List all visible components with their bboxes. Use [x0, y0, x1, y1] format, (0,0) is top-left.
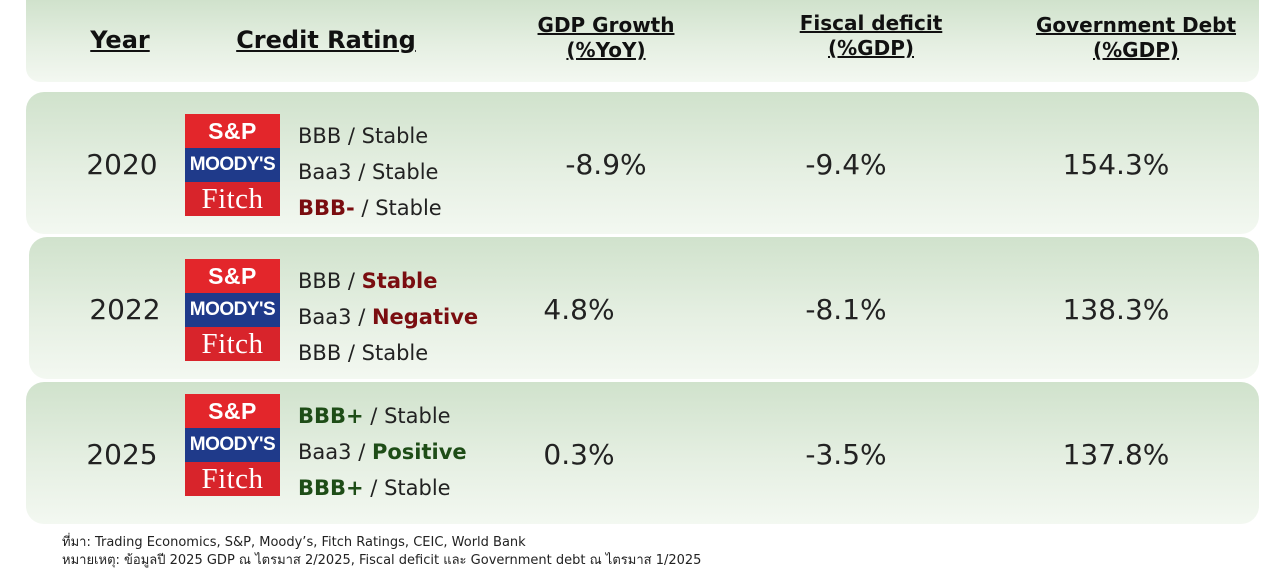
rating-separator: /: [354, 196, 376, 220]
government-debt-value: 154.3%: [1062, 148, 1170, 181]
rating-agency-logos: S&P MOODY'S Fitch: [185, 394, 280, 496]
moodys-logo: MOODY'S: [185, 428, 280, 462]
rating-separator: /: [341, 341, 362, 365]
fiscal-deficit-value: -8.1%: [805, 293, 887, 326]
fitch-logo: Fitch: [185, 182, 280, 216]
gdp-growth-value: 4.8%: [543, 293, 615, 326]
sp-logo: S&P: [185, 259, 280, 293]
fitch-logo: Fitch: [185, 327, 280, 361]
rating-grade: Baa3: [298, 160, 352, 184]
rating-outlook: Stable: [384, 476, 451, 500]
header-fiscal-line1: Fiscal deficit: [799, 11, 943, 35]
rating-separator: /: [351, 440, 372, 464]
header-debt-line1: Government Debt: [1035, 13, 1237, 37]
rating-separator: /: [351, 305, 372, 329]
header-fiscal-line2: (%GDP): [828, 36, 914, 60]
rating-outlook: Positive: [371, 440, 467, 464]
rating-outlook: Stable: [361, 124, 429, 148]
table-header: Year Credit Rating GDP Growth (%YoY) Fis…: [26, 0, 1259, 82]
moodys-logo: MOODY'S: [185, 293, 280, 327]
rating-grade: BBB: [298, 124, 342, 148]
government-debt-value: 138.3%: [1062, 293, 1170, 326]
fitch-rating: BBB+ / Stable: [298, 474, 467, 510]
header-debt-line2: (%GDP): [1093, 38, 1179, 62]
footnotes: ที่มา: Trading Economics, S&P, Moody’s, …: [62, 534, 701, 570]
government-debt-value: 137.8%: [1062, 438, 1170, 471]
row-year: 2020: [86, 148, 158, 181]
rating-separator: /: [351, 160, 372, 184]
moodys-rating: Baa3 / Positive: [298, 438, 467, 474]
moodys-rating: Baa3 / Negative: [298, 303, 478, 339]
header-fiscal-deficit: Fiscal deficit (%GDP): [766, 11, 976, 61]
ratings-list: BBB+ / Stable Baa3 / Positive BBB+ / Sta…: [298, 402, 467, 510]
ratings-list: BBB / Stable Baa3 / Negative BBB / Stabl…: [298, 267, 478, 375]
rating-separator: /: [341, 124, 362, 148]
fiscal-deficit-value: -3.5%: [805, 438, 887, 471]
sp-rating: BBB / Stable: [298, 267, 478, 303]
header-gdp-line2: (%YoY): [566, 38, 646, 62]
table-row: 2025 S&P MOODY'S Fitch BBB+ / Stable Baa…: [26, 382, 1259, 524]
rating-grade: Baa3: [298, 305, 352, 329]
sp-rating: BBB / Stable: [298, 122, 442, 158]
rating-separator: /: [341, 269, 362, 293]
row-year: 2022: [89, 293, 161, 326]
moodys-logo: MOODY'S: [185, 148, 280, 182]
gdp-growth-value: -8.9%: [565, 148, 647, 181]
rating-outlook: Stable: [361, 269, 438, 293]
rating-agency-logos: S&P MOODY'S Fitch: [185, 259, 280, 361]
rating-grade: BBB-: [298, 196, 355, 220]
rating-grade: Baa3: [298, 440, 352, 464]
moodys-rating: Baa3 / Stable: [298, 158, 442, 194]
header-credit-rating: Credit Rating: [236, 26, 416, 54]
rating-agency-logos: S&P MOODY'S Fitch: [185, 114, 280, 216]
rating-outlook: Stable: [384, 404, 451, 428]
rating-grade: BBB: [298, 269, 342, 293]
header-year: Year: [90, 26, 150, 54]
rating-outlook: Negative: [371, 305, 479, 329]
fitch-rating: BBB / Stable: [298, 339, 478, 375]
header-government-debt: Government Debt (%GDP): [1016, 13, 1256, 63]
header-gdp-growth: GDP Growth (%YoY): [506, 13, 706, 63]
rating-grade: BBB: [298, 341, 342, 365]
rating-outlook: Stable: [375, 196, 442, 220]
remark-note: หมายเหตุ: ข้อมูลปี 2025 GDP ณ ไตรมาส 2/2…: [62, 553, 702, 568]
table-row: 2020 S&P MOODY'S Fitch BBB / Stable Baa3…: [26, 92, 1259, 234]
rating-grade: BBB+: [298, 404, 364, 428]
sp-rating: BBB+ / Stable: [298, 402, 467, 438]
rating-grade: BBB+: [298, 476, 364, 500]
sp-logo: S&P: [185, 394, 280, 428]
rating-outlook: Stable: [361, 341, 429, 365]
source-note: ที่มา: Trading Economics, S&P, Moody’s, …: [62, 535, 526, 550]
header-gdp-line1: GDP Growth: [537, 13, 675, 37]
gdp-growth-value: 0.3%: [543, 438, 615, 471]
fiscal-deficit-value: -9.4%: [805, 148, 887, 181]
fitch-rating: BBB- / Stable: [298, 194, 442, 230]
fitch-logo: Fitch: [185, 462, 280, 496]
ratings-list: BBB / Stable Baa3 / Stable BBB- / Stable: [298, 122, 442, 230]
table-row: 2022 S&P MOODY'S Fitch BBB / Stable Baa3…: [29, 237, 1259, 379]
rating-outlook: Stable: [371, 160, 439, 184]
rating-separator: /: [363, 476, 385, 500]
rating-separator: /: [363, 404, 385, 428]
sp-logo: S&P: [185, 114, 280, 148]
row-year: 2025: [86, 438, 158, 471]
